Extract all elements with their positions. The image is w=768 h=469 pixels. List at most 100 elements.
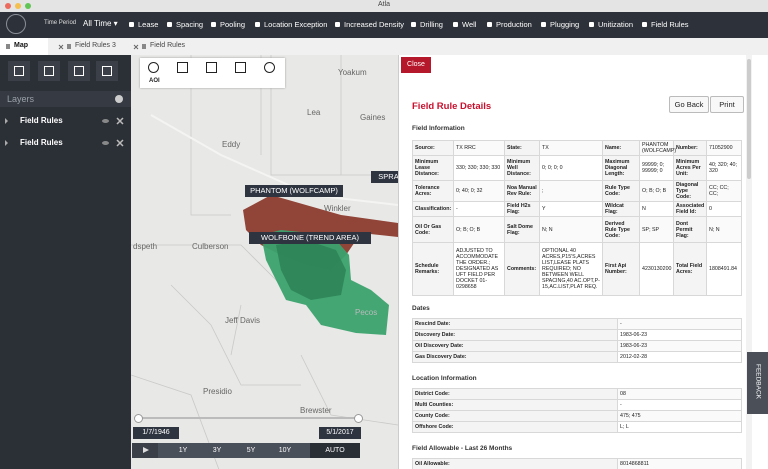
table-row: Oil Allowable: 8014868811 <box>412 458 742 469</box>
tab[interactable]: Map <box>0 38 48 55</box>
panel-button[interactable]: Go Back <box>669 96 709 113</box>
sidebar-tool[interactable] <box>96 61 118 81</box>
field-label: Gas Discovery Date: <box>412 351 618 363</box>
field-value: - <box>617 318 742 330</box>
layer-row[interactable]: Field Rules <box>0 135 131 153</box>
nav-item[interactable]: Increased Density <box>344 20 405 29</box>
map-tool[interactable] <box>256 58 285 88</box>
nav-icon <box>487 22 492 27</box>
field-label: Minimum Well Distance: <box>504 155 540 181</box>
field-label: Minimum Acres Per Unit: <box>673 155 707 181</box>
nav-icon <box>642 22 647 27</box>
field-label[interactable]: WOLFBONE (TREND AREA) <box>249 232 371 244</box>
nav-item[interactable]: Spacing <box>176 20 204 29</box>
field-label: Rescind Date: <box>412 318 618 330</box>
nav-item[interactable]: Field Rules <box>651 20 689 29</box>
nav-item[interactable]: Drilling <box>420 20 443 29</box>
section-title: Location Information <box>412 375 477 382</box>
field-information-table: Source: TX RRC State: TX Name: PHANTOM (WOLFC… <box>412 140 742 296</box>
location-table: District Code: 08 Multi Counties: - County C… <box>412 388 742 433</box>
layer-remove <box>116 117 124 125</box>
timeline-button[interactable]: 10Y <box>278 447 292 454</box>
sidebar-tool[interactable] <box>38 61 60 81</box>
map-tool-icon <box>148 62 159 73</box>
field-label[interactable]: PHANTOM (WOLFCAMP) <box>245 185 343 197</box>
map-tool[interactable] <box>169 58 198 88</box>
timeline-button[interactable]: 3Y <box>212 447 222 454</box>
field-value: N; N <box>539 216 603 243</box>
map-boundary <box>190 55 231 216</box>
table-row: Rescind Date: - <box>412 318 742 330</box>
nav-item[interactable]: Production <box>496 20 532 29</box>
field-label: Schedule Remarks: <box>412 242 454 296</box>
layer-remove-x <box>116 117 124 125</box>
sidebar-tool[interactable] <box>8 61 30 81</box>
nav-icon <box>453 22 458 27</box>
time-period-value[interactable]: All Time ▾ <box>83 19 118 28</box>
nav-item[interactable]: Location Exception <box>264 20 328 29</box>
field-value: Y <box>539 201 603 217</box>
close-button[interactable]: Close <box>401 57 431 73</box>
nav-item[interactable]: Unitization <box>598 20 634 29</box>
field-label: Number: <box>673 140 707 156</box>
table-row: Minimum Lease Distance: 330; 330; 330; 33… <box>412 155 742 181</box>
map-toolbar: AOI <box>140 58 285 88</box>
map-tool[interactable] <box>227 58 256 88</box>
field-value: 1983-06-23 <box>617 340 742 352</box>
sidebar-tool[interactable] <box>68 61 90 81</box>
map-boundary <box>230 304 242 356</box>
nav-item[interactable]: Lease <box>138 20 159 29</box>
tab[interactable]: Field Rules 3 <box>55 38 125 55</box>
map-tool-icon <box>177 62 188 73</box>
field-label: Comments: <box>504 242 540 296</box>
feedback-tab[interactable]: FEEDBACK <box>747 352 768 414</box>
field-label: First Api Number: <box>602 242 640 296</box>
panel-button[interactable]: Print <box>710 96 744 113</box>
layer-row[interactable]: Field Rules <box>0 113 131 131</box>
nav-item[interactable]: Plugging <box>550 20 580 29</box>
field-label: Oil Discovery Date: <box>412 340 618 352</box>
layer-visibility[interactable] <box>102 141 109 145</box>
timeline-handle[interactable] <box>134 414 143 423</box>
timeline-button[interactable]: 1Y <box>178 447 188 454</box>
field-value: ; <box>539 180 603 202</box>
table-row: Tolerance Acres: 0; 40; 0; 32 Noa Manual R… <box>412 180 742 202</box>
table-row: Classification: - Field H2s Flag: Y Wildcat … <box>412 201 742 217</box>
time-period-label: Time Period <box>44 20 77 26</box>
timeline-button[interactable]: 5Y <box>246 447 256 454</box>
detail-panel: Close Field Rule Details Go Back Print FEEDB… <box>398 55 768 469</box>
play-button[interactable] <box>132 443 158 458</box>
tab-label: Field Rules <box>150 42 186 49</box>
window-button[interactable] <box>25 3 31 9</box>
field-label: Classification: <box>412 201 454 217</box>
field-label: District Code: <box>412 388 618 400</box>
map-boundary <box>131 244 282 286</box>
field-label: Derived Rule Type Code: <box>602 216 640 243</box>
field-value: 0 <box>706 201 742 217</box>
nav-item[interactable]: Pooling <box>220 20 246 29</box>
timeline-button[interactable]: AUTO <box>310 443 360 458</box>
logo[interactable] <box>6 14 26 34</box>
window-button[interactable] <box>5 3 11 9</box>
map-tool[interactable] <box>198 58 227 88</box>
nav-item[interactable]: Well <box>462 20 477 29</box>
field-value: 1983-06-23 <box>617 329 742 341</box>
nav-icon <box>541 22 546 27</box>
timeline-handle[interactable] <box>354 414 363 423</box>
map-tool[interactable] <box>140 58 169 88</box>
dates-table: Rescind Date: - Discovery Date: 1983-06-23 O… <box>412 318 742 363</box>
map-boundary <box>270 55 398 176</box>
place-label: Eddy <box>222 140 241 149</box>
layer-visibility[interactable] <box>102 119 109 123</box>
tab-icon <box>142 44 146 49</box>
window-button[interactable] <box>15 3 21 9</box>
field-value: N; N <box>706 216 742 243</box>
field-value: L; L <box>617 421 742 433</box>
field-label: Oil Allowable: <box>412 458 618 469</box>
layers-settings[interactable] <box>115 95 123 103</box>
field-label[interactable]: SPRAB <box>371 171 398 183</box>
panel-title: Field Rule Details <box>412 101 492 112</box>
tab[interactable]: Field Rules <box>130 38 190 55</box>
place-label: Brewster <box>300 406 332 415</box>
